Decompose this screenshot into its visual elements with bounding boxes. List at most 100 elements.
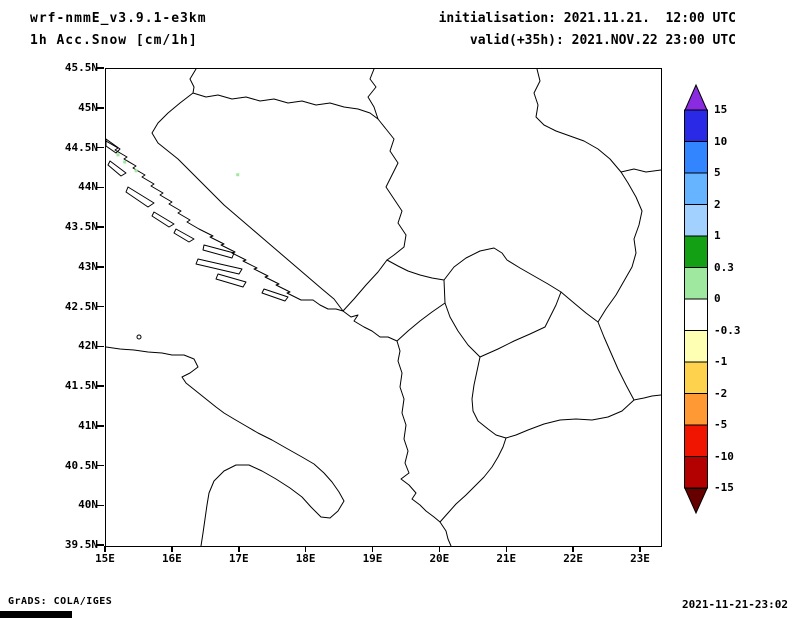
lon-tick [171,546,173,552]
border-croatia-serbia [367,69,379,120]
map-plot-area [105,68,662,547]
colorbar-segment-2 [684,172,708,205]
lat-label-39.5N: 39.5N [64,538,98,551]
colorbar-label-15: 15 [714,103,728,116]
border-drina [377,118,407,261]
colorbar-segment-1 [684,141,708,174]
border-danube-east [620,168,661,173]
lat-tick [97,464,104,467]
lon-label-20E: 20E [429,552,450,565]
lat-tick [97,107,104,109]
colorbar [684,83,708,515]
border-montenegro-albania [396,302,446,342]
plot-timestamp: 2021-11-21-23:02 [682,598,788,611]
lat-label-43.5N: 43.5N [64,220,98,233]
colorbar-segment-10 [684,424,708,457]
lat-tick [97,146,104,149]
border-sava [192,92,379,120]
colorbar-segment-6 [684,298,708,331]
lat-label-45.5N: 45.5N [64,61,98,74]
island [125,186,155,208]
lat-label-41.5N: 41.5N [64,379,98,392]
colorbar-label-2: 2 [714,197,721,211]
lat-tick [97,425,104,427]
lat-tick [97,305,104,308]
island [151,211,175,228]
colorbar-segment-8 [684,361,708,394]
border-albania-greece [439,437,507,523]
lat-label-44.5N: 44.5N [64,140,98,154]
colorbar-label-10: 10 [714,134,728,148]
lon-tick [438,546,441,552]
colorbar-scale [684,83,708,515]
island [106,138,121,154]
lon-label-15E: 15E [95,552,115,565]
colorbar-label-0.3: 0.3 [714,260,734,274]
border-bosnia-montenegro [342,259,388,312]
lat-tick [97,544,104,546]
colorbar-segment-7 [684,330,708,363]
border-serbia-bulgaria-romania [533,69,643,323]
colorbar-label--10: -10 [714,449,734,463]
colorbar-label--5: -5 [714,418,728,431]
lat-label-40N: 40N [78,498,98,512]
initialisation-time: initialisation: 2021.11.21. 12:00 UTC [438,11,736,26]
lon-label-18E: 18E [295,552,316,565]
colorbar-segment-3 [684,204,708,237]
lon-tick [572,546,574,552]
lon-tick [304,546,307,552]
colorbar-label-1: 1 [714,229,721,242]
colorbar-arrow-up [684,83,708,111]
island [202,244,235,259]
snow-speck [123,160,127,164]
island [195,258,243,275]
border-kosovo [443,247,562,358]
lat-label-42N: 42N [78,339,98,353]
bottom-left-bar [0,611,72,618]
lat-label-40.5N: 40.5N [64,458,98,472]
lat-label-45N: 45N [78,100,98,114]
colorbar-label--2: -2 [714,386,728,400]
lon-label-16E: 16E [161,552,182,565]
snow-speck [236,173,240,177]
lon-label-22E: 22E [563,552,584,565]
lon-label-21E: 21E [496,552,517,565]
lat-tick [97,504,104,506]
lon-label-17E: 17E [228,552,249,565]
island [173,228,195,243]
valid-time: valid(+35h): 2021.NOV.22 23:00 UTC [469,33,736,48]
border-macedonia-greece [505,399,635,439]
border-greece-bulgaria [633,394,661,401]
colorbar-label--1: -1 [714,355,728,368]
border-croatia-bosnia [151,69,344,312]
border-macedonia-albania [471,356,507,439]
lon-tick [505,546,507,552]
island [261,288,289,302]
lat-tick [97,226,104,228]
grads-credit: GrADS: COLA/IGES [8,596,113,607]
lon-tick [371,546,374,552]
lon-tick [238,546,240,552]
colorbar-segment-11 [684,456,708,489]
lon-label-19E: 19E [362,552,383,565]
colorbar-label--0.3: -0.3 [714,323,741,337]
island-tremiti [136,334,142,340]
lat-tick [97,345,104,347]
lat-label-42.5N: 42.5N [64,299,98,313]
border-macedonia-bulgaria [597,321,635,401]
border-montenegro-serbia [386,259,445,281]
colorbar-segment-5 [684,267,708,300]
lat-tick [97,186,104,188]
model-title: wrf-nmmE_v3.9.1-e3km [30,11,207,26]
lon-label-23E: 23E [630,552,650,565]
lat-tick [97,385,104,387]
colorbar-segment-4 [684,235,708,268]
lon-tick [639,546,641,552]
title-block: wrf-nmmE_v3.9.1-e3km 1h Acc.Snow [cm/1h] [30,8,207,52]
colorbar-arrow-down [684,488,708,515]
time-block: initialisation: 2021.11.21. 12:00 UTC va… [439,8,736,52]
snow-speck [134,169,138,173]
lat-label-43N: 43N [78,259,98,273]
colorbar-segment-0 [684,109,708,142]
